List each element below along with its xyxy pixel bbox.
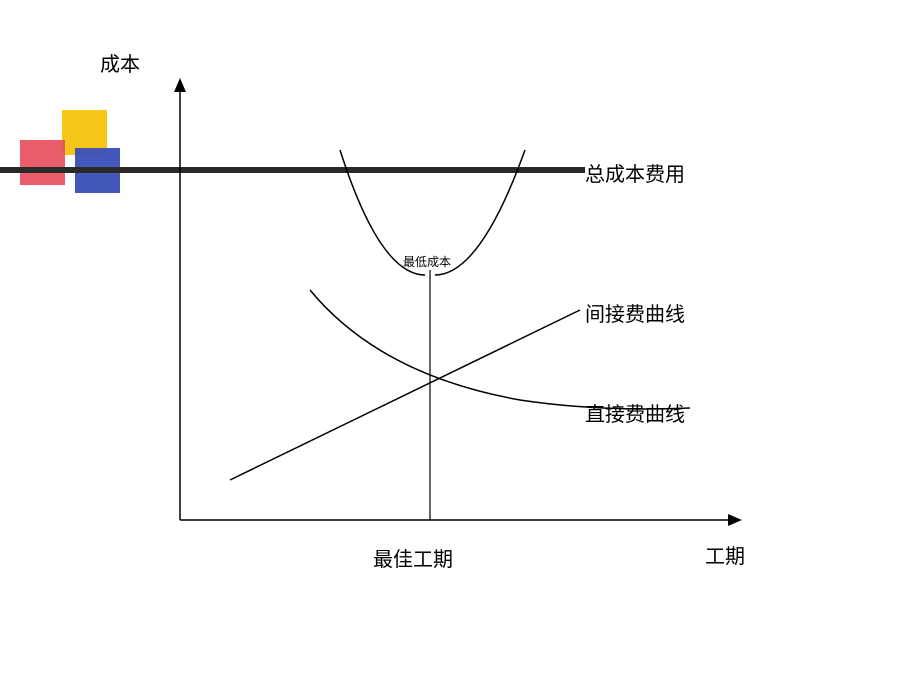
- total-cost-label: 总成本费用: [585, 158, 685, 187]
- x-axis-arrow: [728, 514, 742, 526]
- cost-duration-diagram: [0, 0, 920, 690]
- min-cost-label: 最低成本: [403, 253, 451, 270]
- x-axis-label: 工期: [705, 540, 745, 569]
- direct-cost-label: 直接费曲线: [585, 398, 685, 427]
- optimal-duration-label: 最佳工期: [373, 543, 453, 572]
- indirect-cost-label: 间接费曲线: [585, 298, 685, 327]
- indirect-cost-line: [230, 310, 580, 480]
- y-axis-arrow: [174, 78, 186, 92]
- y-axis-label: 成本: [100, 48, 140, 77]
